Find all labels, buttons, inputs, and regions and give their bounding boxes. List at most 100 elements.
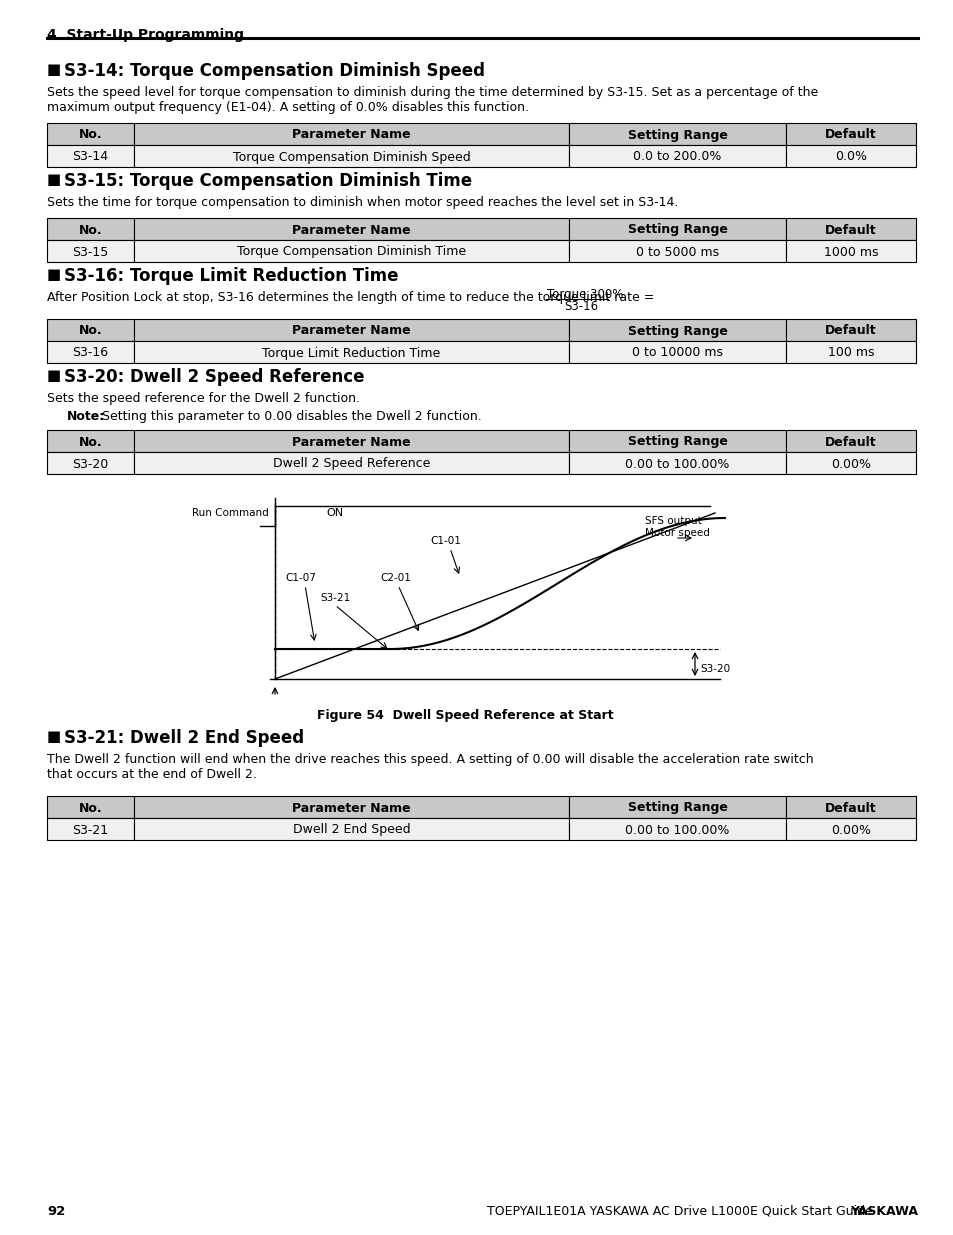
Text: Motor speed: Motor speed	[644, 529, 709, 538]
Bar	[47, 818, 133, 840]
Text: S3-20: S3-20	[72, 457, 109, 471]
Bar	[133, 219, 568, 240]
Text: Default: Default	[824, 224, 876, 236]
Bar	[568, 124, 785, 144]
Text: that occurs at the end of Dwell 2.: that occurs at the end of Dwell 2.	[47, 768, 256, 781]
Bar	[568, 452, 785, 474]
Text: No.: No.	[78, 128, 102, 142]
Bar	[785, 124, 915, 144]
Text: S3-16: S3-16	[72, 347, 109, 359]
Text: No.: No.	[78, 325, 102, 337]
Text: S3-15: S3-15	[72, 246, 109, 258]
Bar	[133, 124, 568, 144]
Bar	[133, 818, 568, 840]
Bar	[785, 341, 915, 363]
Bar	[133, 430, 568, 452]
Bar	[47, 319, 133, 341]
Text: Parameter Name: Parameter Name	[292, 325, 411, 337]
Text: 0.00 to 100.00%: 0.00 to 100.00%	[624, 457, 729, 471]
Text: ■: ■	[47, 729, 61, 743]
Bar	[568, 797, 785, 818]
Bar	[785, 240, 915, 262]
Bar	[47, 452, 133, 474]
Text: After Position Lock at stop, S3-16 determines the length of time to reduce the t: After Position Lock at stop, S3-16 deter…	[47, 291, 658, 304]
Text: The Dwell 2 function will end when the drive reaches this speed. A setting of 0.: The Dwell 2 function will end when the d…	[47, 753, 813, 766]
Text: Parameter Name: Parameter Name	[292, 128, 411, 142]
Text: Setting Range: Setting Range	[627, 802, 727, 815]
Bar	[785, 319, 915, 341]
Text: S3-21: S3-21	[319, 593, 350, 603]
Bar	[568, 430, 785, 452]
Bar	[785, 452, 915, 474]
Text: 4  Start-Up Programming: 4 Start-Up Programming	[47, 28, 244, 42]
Text: SFS output: SFS output	[644, 516, 701, 526]
Text: 100 ms: 100 ms	[827, 347, 873, 359]
Bar	[47, 430, 133, 452]
Text: 0 to 10000 ms: 0 to 10000 ms	[631, 347, 722, 359]
Text: Setting this parameter to 0.00 disables the Dwell 2 function.: Setting this parameter to 0.00 disables …	[102, 410, 481, 424]
Text: 0.0%: 0.0%	[834, 151, 866, 163]
Text: ■: ■	[47, 172, 61, 186]
Bar	[47, 124, 133, 144]
Text: Figure 54  Dwell Speed Reference at Start: Figure 54 Dwell Speed Reference at Start	[316, 709, 613, 722]
Text: C1-01: C1-01	[430, 536, 460, 546]
Bar	[133, 797, 568, 818]
Bar	[568, 341, 785, 363]
Text: Parameter Name: Parameter Name	[292, 224, 411, 236]
Bar	[47, 797, 133, 818]
Text: C1-07: C1-07	[285, 573, 315, 583]
Text: 1000 ms: 1000 ms	[822, 246, 878, 258]
Text: S3-21: Dwell 2 End Speed: S3-21: Dwell 2 End Speed	[64, 729, 304, 747]
Text: No.: No.	[78, 224, 102, 236]
Bar	[785, 219, 915, 240]
Text: No.: No.	[78, 436, 102, 448]
Text: Sets the speed reference for the Dwell 2 function.: Sets the speed reference for the Dwell 2…	[47, 391, 359, 405]
Text: Default: Default	[824, 436, 876, 448]
Text: TOEPYAIL1E01A YASKAWA AC Drive L1000E Quick Start Guide: TOEPYAIL1E01A YASKAWA AC Drive L1000E Qu…	[482, 1205, 872, 1218]
Bar	[568, 319, 785, 341]
Text: Setting Range: Setting Range	[627, 325, 727, 337]
Bar	[133, 240, 568, 262]
Text: Parameter Name: Parameter Name	[292, 802, 411, 815]
Text: Note:: Note:	[67, 410, 105, 424]
Text: Default: Default	[824, 128, 876, 142]
Text: Default: Default	[824, 802, 876, 815]
Text: S3-15: Torque Compensation Diminish Time: S3-15: Torque Compensation Diminish Time	[64, 172, 472, 190]
Text: S3-16: Torque Limit Reduction Time: S3-16: Torque Limit Reduction Time	[64, 267, 398, 285]
Text: ■: ■	[47, 267, 61, 282]
Text: Torque Limit Reduction Time: Torque Limit Reduction Time	[262, 347, 440, 359]
Bar	[785, 797, 915, 818]
Text: maximum output frequency (E1-04). A setting of 0.0% disables this function.: maximum output frequency (E1-04). A sett…	[47, 101, 529, 114]
Text: Parameter Name: Parameter Name	[292, 436, 411, 448]
Bar	[785, 818, 915, 840]
Bar	[133, 341, 568, 363]
Text: S3-16: S3-16	[564, 300, 598, 312]
Text: S3-14: Torque Compensation Diminish Speed: S3-14: Torque Compensation Diminish Spee…	[64, 62, 484, 80]
Text: Torque Compensation Diminish Speed: Torque Compensation Diminish Speed	[233, 151, 470, 163]
Text: 0.00%: 0.00%	[830, 457, 870, 471]
Bar	[133, 144, 568, 167]
Text: C2-01: C2-01	[379, 573, 411, 583]
Bar	[568, 144, 785, 167]
Text: S3-14: S3-14	[72, 151, 109, 163]
Bar	[47, 240, 133, 262]
Text: S3-20: S3-20	[700, 664, 729, 674]
Text: Setting Range: Setting Range	[627, 128, 727, 142]
Text: ■: ■	[47, 368, 61, 383]
Text: ON: ON	[326, 508, 343, 517]
Bar	[568, 818, 785, 840]
Bar	[47, 341, 133, 363]
Bar	[47, 219, 133, 240]
Text: Dwell 2 Speed Reference: Dwell 2 Speed Reference	[273, 457, 430, 471]
Text: 0.0 to 200.0%: 0.0 to 200.0%	[633, 151, 720, 163]
Text: Default: Default	[824, 325, 876, 337]
Text: Torque 300%: Torque 300%	[546, 288, 622, 301]
Bar	[785, 430, 915, 452]
Bar	[133, 452, 568, 474]
Bar	[47, 144, 133, 167]
Text: Dwell 2 End Speed: Dwell 2 End Speed	[293, 824, 410, 836]
Bar	[133, 319, 568, 341]
Text: S3-21: S3-21	[72, 824, 109, 836]
Text: Sets the speed level for torque compensation to diminish during the time determi: Sets the speed level for torque compensa…	[47, 86, 818, 99]
Text: S3-20: Dwell 2 Speed Reference: S3-20: Dwell 2 Speed Reference	[64, 368, 364, 387]
